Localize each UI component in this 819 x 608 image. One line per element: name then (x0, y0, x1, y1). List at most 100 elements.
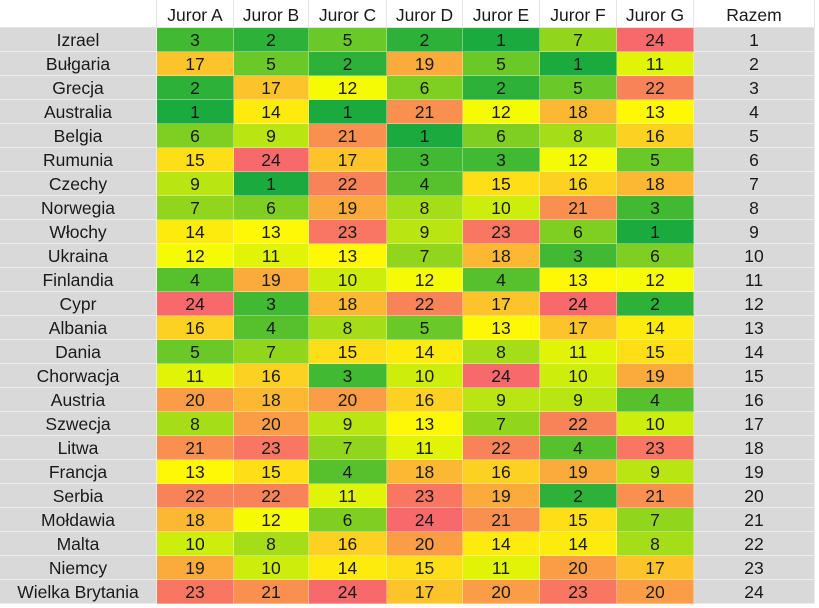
score-cell[interactable]: 8 (387, 196, 463, 220)
score-cell[interactable]: 6 (463, 124, 540, 148)
column-header-juror-a[interactable]: Juror A (157, 0, 234, 28)
score-cell[interactable]: 1 (309, 100, 387, 124)
score-cell[interactable]: 10 (234, 556, 309, 580)
score-cell[interactable]: 19 (234, 268, 309, 292)
score-cell[interactable]: 21 (157, 436, 234, 460)
score-cell[interactable]: 22 (309, 172, 387, 196)
score-cell[interactable]: 15 (540, 508, 617, 532)
score-cell[interactable]: 21 (234, 580, 309, 604)
score-cell[interactable]: 21 (540, 196, 617, 220)
score-cell[interactable]: 6 (157, 124, 234, 148)
score-cell[interactable]: 17 (157, 52, 234, 76)
score-cell[interactable]: 18 (617, 172, 694, 196)
score-cell[interactable]: 23 (309, 220, 387, 244)
score-cell[interactable]: 10 (540, 364, 617, 388)
country-name-cell[interactable]: Niemcy (0, 556, 157, 580)
score-cell[interactable]: 6 (387, 76, 463, 100)
score-cell[interactable]: 9 (463, 388, 540, 412)
score-cell[interactable]: 22 (234, 484, 309, 508)
score-cell[interactable]: 13 (540, 268, 617, 292)
score-cell[interactable]: 8 (617, 532, 694, 556)
score-cell[interactable]: 20 (387, 532, 463, 556)
score-cell[interactable]: 14 (540, 532, 617, 556)
score-cell[interactable]: 4 (463, 268, 540, 292)
score-cell[interactable]: 23 (463, 220, 540, 244)
total-rank-cell[interactable]: 7 (694, 172, 815, 196)
score-cell[interactable]: 7 (234, 340, 309, 364)
score-cell[interactable]: 8 (157, 412, 234, 436)
score-cell[interactable]: 19 (387, 52, 463, 76)
total-rank-cell[interactable]: 12 (694, 292, 815, 316)
column-header-juror-f[interactable]: Juror F (540, 0, 617, 28)
country-name-cell[interactable]: Australia (0, 100, 157, 124)
score-cell[interactable]: 12 (157, 244, 234, 268)
total-rank-cell[interactable]: 21 (694, 508, 815, 532)
total-rank-cell[interactable]: 18 (694, 436, 815, 460)
country-name-cell[interactable]: Grecja (0, 76, 157, 100)
total-rank-cell[interactable]: 1 (694, 28, 815, 52)
country-name-cell[interactable]: Cypr (0, 292, 157, 316)
score-cell[interactable]: 3 (540, 244, 617, 268)
score-cell[interactable]: 9 (234, 124, 309, 148)
country-name-cell[interactable]: Albania (0, 316, 157, 340)
score-cell[interactable]: 8 (309, 316, 387, 340)
country-name-cell[interactable]: Norwegia (0, 196, 157, 220)
score-cell[interactable]: 23 (234, 436, 309, 460)
country-name-cell[interactable]: Austria (0, 388, 157, 412)
score-cell[interactable]: 24 (387, 508, 463, 532)
score-cell[interactable]: 17 (387, 580, 463, 604)
total-rank-cell[interactable]: 9 (694, 220, 815, 244)
score-cell[interactable]: 22 (540, 412, 617, 436)
score-cell[interactable]: 9 (617, 460, 694, 484)
score-cell[interactable]: 18 (309, 292, 387, 316)
score-cell[interactable]: 20 (309, 388, 387, 412)
score-cell[interactable]: 2 (234, 28, 309, 52)
score-cell[interactable]: 6 (540, 220, 617, 244)
score-cell[interactable]: 1 (157, 100, 234, 124)
column-header-juror-b[interactable]: Juror B (234, 0, 309, 28)
score-cell[interactable]: 13 (387, 412, 463, 436)
total-rank-cell[interactable]: 4 (694, 100, 815, 124)
country-name-cell[interactable]: Izrael (0, 28, 157, 52)
total-rank-cell[interactable]: 5 (694, 124, 815, 148)
score-cell[interactable]: 18 (540, 100, 617, 124)
score-cell[interactable]: 6 (309, 508, 387, 532)
score-cell[interactable]: 3 (234, 292, 309, 316)
country-name-cell[interactable]: Finlandia (0, 268, 157, 292)
score-cell[interactable]: 5 (463, 52, 540, 76)
score-cell[interactable]: 5 (234, 52, 309, 76)
score-cell[interactable]: 17 (463, 292, 540, 316)
country-name-cell[interactable]: Rumunia (0, 148, 157, 172)
score-cell[interactable]: 21 (309, 124, 387, 148)
score-cell[interactable]: 18 (463, 244, 540, 268)
score-cell[interactable]: 1 (387, 124, 463, 148)
score-cell[interactable]: 8 (540, 124, 617, 148)
score-cell[interactable]: 24 (309, 580, 387, 604)
score-cell[interactable]: 4 (540, 436, 617, 460)
score-cell[interactable]: 5 (309, 28, 387, 52)
score-cell[interactable]: 19 (463, 484, 540, 508)
score-cell[interactable]: 10 (387, 364, 463, 388)
score-cell[interactable]: 5 (617, 148, 694, 172)
score-cell[interactable]: 1 (617, 220, 694, 244)
total-rank-cell[interactable]: 6 (694, 148, 815, 172)
total-rank-cell[interactable]: 10 (694, 244, 815, 268)
score-cell[interactable]: 23 (617, 436, 694, 460)
score-cell[interactable]: 2 (157, 76, 234, 100)
score-cell[interactable]: 20 (234, 412, 309, 436)
score-cell[interactable]: 11 (309, 484, 387, 508)
score-cell[interactable]: 20 (540, 556, 617, 580)
score-cell[interactable]: 10 (617, 412, 694, 436)
score-cell[interactable]: 17 (617, 556, 694, 580)
score-cell[interactable]: 11 (617, 52, 694, 76)
score-cell[interactable]: 21 (617, 484, 694, 508)
total-rank-cell[interactable]: 15 (694, 364, 815, 388)
score-cell[interactable]: 9 (540, 388, 617, 412)
total-rank-cell[interactable]: 24 (694, 580, 815, 604)
score-cell[interactable]: 21 (463, 508, 540, 532)
total-rank-cell[interactable]: 23 (694, 556, 815, 580)
score-cell[interactable]: 7 (463, 412, 540, 436)
total-rank-cell[interactable]: 16 (694, 388, 815, 412)
score-cell[interactable]: 17 (540, 316, 617, 340)
total-rank-cell[interactable]: 13 (694, 316, 815, 340)
